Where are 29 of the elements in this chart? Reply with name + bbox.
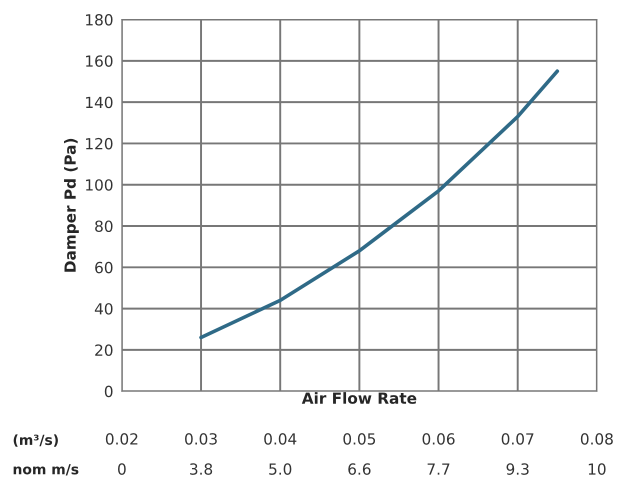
y-tick-label: 80	[95, 220, 113, 232]
line-series	[199, 69, 560, 340]
x-tick-label: 0.05	[343, 433, 376, 445]
x-tick-label: 0.04	[264, 433, 296, 445]
text: 7.7	[428, 463, 450, 475]
y-tick-label: 180	[86, 14, 113, 26]
y-tick-label: 20	[95, 344, 113, 356]
x-tick-label: 0.08	[580, 433, 613, 445]
y-tick-label: 140	[86, 96, 113, 108]
y-tick-label: 60	[95, 262, 113, 274]
x-tick-label: 0.03	[185, 433, 217, 445]
text: (m³/s)	[14, 434, 58, 447]
text: 6.6	[348, 463, 371, 475]
text: 10	[588, 463, 606, 475]
y-axis-title: Damper Pd (Pa)	[64, 138, 79, 272]
text: 0	[118, 463, 126, 475]
x-axis-title: Air Flow Rate	[302, 392, 416, 404]
text: 3.8	[190, 463, 212, 475]
y-tick-label: 100	[86, 179, 113, 191]
y-tick-label: 120	[86, 138, 113, 150]
y-tick-label: 0	[104, 386, 113, 398]
x-tick-label: 0.06	[422, 433, 455, 445]
text: 5.0	[269, 463, 292, 475]
text: 9.3	[506, 463, 529, 475]
text: nom m/s	[14, 464, 78, 476]
y-tick-label: 160	[86, 55, 113, 67]
x-tick-label: 0.02	[106, 433, 138, 445]
y-tick-label: 40	[94, 303, 113, 315]
x-tick-label: 0.07	[502, 433, 534, 445]
